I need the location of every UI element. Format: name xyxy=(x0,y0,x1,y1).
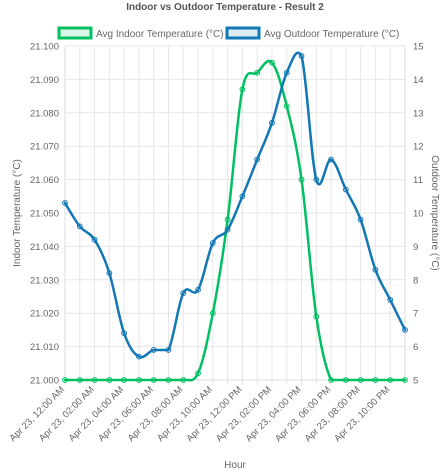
data-point-outdoor[interactable] xyxy=(136,353,142,360)
data-point-outdoor[interactable] xyxy=(342,186,349,193)
data-point-outdoor[interactable] xyxy=(62,200,68,206)
data-point-outdoor[interactable] xyxy=(165,347,172,353)
y-axis-right-title: Outdoor Temperature (°C) xyxy=(429,155,440,271)
y-right-tick-label: 7 xyxy=(413,309,418,320)
data-point-outdoor[interactable] xyxy=(357,216,364,223)
data-point-outdoor[interactable] xyxy=(106,270,113,277)
data-point-outdoor[interactable] xyxy=(121,330,128,337)
y-left-tick-label: 21.070 xyxy=(30,142,59,153)
y-right-tick-label: 14 xyxy=(413,75,424,86)
y-left-tick-label: 21.000 xyxy=(30,376,59,387)
chart-title: Indoor vs Outdoor Temperature - Result 2 xyxy=(126,2,324,13)
y-right-tick-label: 13 xyxy=(413,108,424,119)
y-left-tick-label: 21.060 xyxy=(30,175,59,186)
data-point-indoor[interactable] xyxy=(91,377,98,383)
data-point-indoor[interactable] xyxy=(76,377,83,383)
x-tick-label: Apr 23, 10:00 PM xyxy=(332,384,392,444)
x-axis-title: Hour xyxy=(224,460,246,471)
data-point-outdoor[interactable] xyxy=(328,156,334,163)
y-right-tick-label: 10 xyxy=(413,209,424,220)
y-left-tick-label: 21.050 xyxy=(30,209,59,220)
data-point-indoor[interactable] xyxy=(224,216,231,223)
data-point-outdoor[interactable] xyxy=(283,69,290,76)
y-left-tick-label: 21.080 xyxy=(30,108,59,119)
legend-swatch-indoor xyxy=(57,26,93,40)
y-left-tick-label: 21.010 xyxy=(30,342,59,353)
data-point-indoor[interactable] xyxy=(269,59,275,66)
y-right-tick-label: 8 xyxy=(413,275,418,286)
data-point-indoor[interactable] xyxy=(372,377,379,383)
legend-item-indoor[interactable]: Avg Indoor Temperature (°C) xyxy=(57,26,224,40)
data-point-indoor[interactable] xyxy=(121,377,128,383)
data-point-indoor[interactable] xyxy=(402,377,408,383)
data-point-indoor[interactable] xyxy=(387,377,394,383)
legend: Avg Indoor Temperature (°C) Avg Outdoor … xyxy=(57,26,399,40)
y-left-tick-label: 21.100 xyxy=(30,42,59,53)
data-point-outdoor[interactable] xyxy=(195,286,201,293)
data-point-indoor[interactable] xyxy=(328,377,334,383)
series-line-outdoor xyxy=(63,51,407,359)
y-right-tick-label: 12 xyxy=(413,142,424,153)
y-axis-left-title: Indoor Temperature (°C) xyxy=(12,159,23,267)
right-axis-ticks: 5 6 7 8 9 10 11 12 13 14 15 xyxy=(413,42,424,387)
y-left-tick-label: 21.040 xyxy=(30,242,59,253)
data-point-outdoor[interactable] xyxy=(239,193,246,200)
series-indoor xyxy=(62,59,408,383)
data-point-outdoor[interactable] xyxy=(254,156,261,163)
data-point-outdoor[interactable] xyxy=(180,290,187,297)
data-point-indoor[interactable] xyxy=(313,313,320,320)
legend-label-indoor: Avg Indoor Temperature (°C) xyxy=(96,29,224,40)
data-point-indoor[interactable] xyxy=(298,176,305,183)
data-point-outdoor[interactable] xyxy=(372,266,379,273)
y-right-tick-label: 5 xyxy=(413,376,418,387)
data-point-outdoor[interactable] xyxy=(269,119,275,126)
data-point-indoor[interactable] xyxy=(136,377,142,383)
data-point-indoor[interactable] xyxy=(209,310,216,317)
data-point-outdoor[interactable] xyxy=(402,327,408,333)
y-left-tick-label: 21.090 xyxy=(30,75,59,86)
y-left-tick-label: 21.030 xyxy=(30,275,59,286)
series-layer xyxy=(62,51,408,383)
y-right-tick-label: 11 xyxy=(413,175,423,186)
legend-swatch-outdoor xyxy=(225,26,261,40)
data-point-indoor[interactable] xyxy=(254,69,261,76)
data-point-indoor[interactable] xyxy=(239,86,246,93)
data-point-outdoor[interactable] xyxy=(224,226,231,233)
data-point-indoor[interactable] xyxy=(180,377,187,383)
left-axis-ticks: 21.000 21.010 21.020 21.030 21.040 21.050 21.0… xyxy=(30,42,59,387)
data-point-indoor[interactable] xyxy=(357,377,364,383)
data-point-outdoor[interactable] xyxy=(209,240,216,246)
series-outdoor xyxy=(62,51,408,360)
data-point-indoor[interactable] xyxy=(283,103,290,110)
y-right-tick-label: 9 xyxy=(413,242,418,253)
y-right-tick-label: 15 xyxy=(413,42,424,53)
legend-item-outdoor[interactable]: Avg Outdoor Temperature (°C) xyxy=(225,26,399,40)
data-point-outdoor[interactable] xyxy=(313,176,320,183)
legend-label-outdoor: Avg Outdoor Temperature (°C) xyxy=(264,29,399,40)
data-point-outdoor[interactable] xyxy=(91,236,98,243)
data-point-indoor[interactable] xyxy=(342,377,349,383)
data-point-indoor[interactable] xyxy=(165,377,172,383)
data-point-outdoor[interactable] xyxy=(387,296,394,303)
data-point-outdoor[interactable] xyxy=(76,223,83,230)
data-point-indoor[interactable] xyxy=(195,370,201,377)
y-left-tick-label: 21.020 xyxy=(30,309,59,320)
series-line-indoor xyxy=(63,59,407,382)
data-point-outdoor[interactable] xyxy=(298,53,305,59)
y-right-tick-label: 6 xyxy=(413,342,418,353)
data-point-indoor[interactable] xyxy=(150,377,157,383)
data-point-outdoor[interactable] xyxy=(150,347,157,353)
data-point-indoor[interactable] xyxy=(62,377,68,383)
data-point-indoor[interactable] xyxy=(106,377,113,383)
